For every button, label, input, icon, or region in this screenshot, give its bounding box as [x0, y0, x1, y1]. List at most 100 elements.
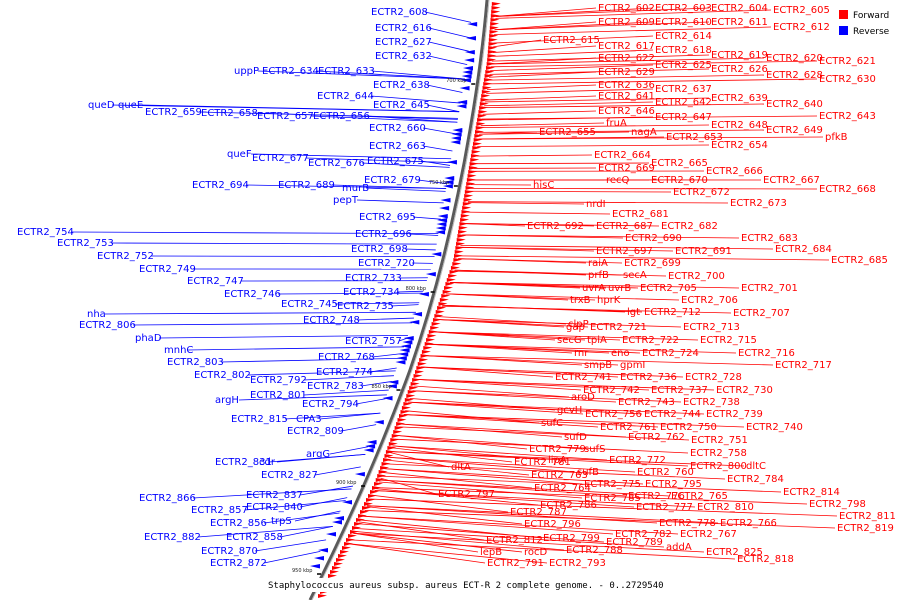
forward-gene-label[interactable]: ECTR2_717: [775, 360, 832, 371]
reverse-gene-label[interactable]: ECTR2_802: [194, 370, 251, 381]
forward-gene-label[interactable]: ECTR2_800: [690, 461, 747, 472]
forward-gene-label[interactable]: recQ: [606, 175, 630, 186]
forward-gene-label[interactable]: ECTR2_614: [655, 31, 712, 42]
forward-gene-label[interactable]: ECTR2_787: [510, 507, 567, 518]
reverse-gene-label[interactable]: ECTR2_806: [79, 320, 136, 331]
forward-gene-label[interactable]: ECTR2_742: [583, 385, 640, 396]
forward-gene-label[interactable]: ECTR2_664: [594, 150, 651, 161]
forward-gene-label[interactable]: ECTR2_619: [711, 50, 768, 61]
reverse-gene-label[interactable]: trpS: [271, 516, 292, 527]
forward-gene-label[interactable]: trxB: [570, 295, 591, 306]
forward-gene-label[interactable]: ECTR2_672: [673, 187, 730, 198]
forward-gene-label[interactable]: ECTR2_687: [596, 221, 653, 232]
forward-gene-label[interactable]: ECTR2_758: [690, 448, 747, 459]
reverse-gene-label[interactable]: ECTR2_815: [231, 414, 288, 425]
reverse-gene-label[interactable]: ECTR2_748: [303, 315, 360, 326]
forward-gene-label[interactable]: ECTR2_795: [645, 479, 702, 490]
forward-gene-label[interactable]: ECTR2_673: [730, 198, 787, 209]
reverse-gene-label[interactable]: ECTR2_734: [343, 287, 400, 298]
forward-gene-label[interactable]: ECTR2_628: [766, 70, 823, 81]
forward-gene-label[interactable]: ECTR2_737: [651, 385, 708, 396]
forward-gene-label[interactable]: ECTR2_739: [706, 409, 763, 420]
forward-gene-label[interactable]: ECTR2_788: [566, 545, 623, 556]
forward-gene-label[interactable]: ECTR2_665: [651, 158, 708, 169]
forward-gene-label[interactable]: ECTR2_649: [766, 125, 823, 136]
forward-gene-label[interactable]: ECTR2_612: [773, 22, 830, 33]
reverse-gene-label[interactable]: ECTR2_757: [345, 336, 402, 347]
forward-gene-label[interactable]: sufD: [564, 432, 587, 443]
reverse-gene-label[interactable]: ECTR2_677: [252, 153, 309, 164]
forward-gene-label[interactable]: ECTR2_772: [609, 455, 666, 466]
forward-gene-label[interactable]: ECTR2_779: [529, 444, 586, 455]
forward-gene-label[interactable]: ECTR2_646: [598, 106, 655, 117]
reverse-gene-label[interactable]: ECTR2_870: [201, 546, 258, 557]
reverse-gene-label[interactable]: ECTR2_608: [371, 7, 428, 18]
reverse-gene-label[interactable]: queD: [88, 100, 115, 111]
reverse-gene-label[interactable]: ECTR2_747: [187, 276, 244, 287]
forward-gene-label[interactable]: ECTR2_705: [640, 283, 697, 294]
reverse-gene-label[interactable]: pepT: [333, 195, 359, 206]
forward-gene-label[interactable]: ECTR2_707: [733, 308, 790, 319]
reverse-gene-label[interactable]: ECTR2_827: [261, 470, 318, 481]
forward-gene-label[interactable]: ECTR2_636: [598, 80, 655, 91]
reverse-gene-label[interactable]: ECTR2_882: [144, 532, 201, 543]
forward-gene-label[interactable]: ECTR2_654: [711, 140, 768, 151]
forward-gene-label[interactable]: ECTR2_721: [590, 322, 647, 333]
forward-gene-label[interactable]: ECTR2_604: [711, 3, 768, 14]
forward-gene-label[interactable]: ECTR2_728: [685, 372, 742, 383]
forward-gene-label[interactable]: ECTR2_785: [584, 493, 641, 504]
reverse-gene-label[interactable]: ECTR2_616: [375, 23, 432, 34]
forward-gene-label[interactable]: lgt: [627, 307, 640, 318]
forward-gene-label[interactable]: ECTR2_796: [524, 519, 581, 530]
reverse-gene-label[interactable]: queE: [118, 100, 143, 111]
forward-gene-label[interactable]: ECTR2_784: [727, 474, 784, 485]
forward-gene-label[interactable]: ECTR2_625: [655, 60, 712, 71]
forward-gene-label[interactable]: ECTR2_653: [666, 132, 723, 143]
forward-gene-label[interactable]: ECTR2_750: [660, 422, 717, 433]
forward-gene-label[interactable]: ECTR2_618: [655, 45, 712, 56]
forward-gene-label[interactable]: ECTR2_647: [655, 112, 712, 123]
forward-gene-label[interactable]: ECTR2_690: [625, 233, 682, 244]
forward-gene-label[interactable]: ECTR2_615: [543, 35, 600, 46]
reverse-gene-label[interactable]: ECTR2_809: [287, 426, 344, 437]
forward-gene-label[interactable]: ECTR2_793: [549, 558, 606, 569]
forward-gene-label[interactable]: ECTR2_648: [711, 120, 768, 131]
forward-gene-label[interactable]: ECTR2_620: [766, 53, 823, 64]
reverse-gene-label[interactable]: ECTR2_656: [313, 111, 370, 122]
forward-gene-label[interactable]: ECTR2_642: [655, 97, 712, 108]
forward-gene-label[interactable]: ECTR2_811: [839, 511, 896, 522]
forward-gene-label[interactable]: ECTR2_724: [642, 348, 699, 359]
forward-gene-label[interactable]: ECTR2_765: [671, 491, 728, 502]
reverse-gene-label[interactable]: cdr: [259, 457, 276, 468]
forward-gene-label[interactable]: ECTR2_609: [598, 17, 655, 28]
reverse-gene-label[interactable]: ECTR2_858: [226, 532, 283, 543]
forward-gene-label[interactable]: eno: [611, 348, 630, 359]
forward-gene-label[interactable]: ECTR2_789: [606, 537, 663, 548]
forward-gene-label[interactable]: ECTR2_818: [737, 554, 794, 565]
forward-gene-label[interactable]: ECTR2_667: [763, 175, 820, 186]
forward-gene-label[interactable]: ECTR2_603: [655, 3, 712, 14]
forward-gene-label[interactable]: sufB: [577, 467, 599, 478]
forward-gene-label[interactable]: ECTR2_766: [720, 518, 777, 529]
forward-gene-label[interactable]: clpP: [568, 319, 589, 330]
forward-gene-label[interactable]: ECTR2_640: [766, 99, 823, 110]
forward-gene-label[interactable]: ECTR2_683: [741, 233, 798, 244]
forward-gene-label[interactable]: ECTR2_782: [615, 529, 672, 540]
reverse-gene-label[interactable]: CPA3: [296, 414, 322, 425]
reverse-gene-label[interactable]: ECTR2_733: [345, 273, 402, 284]
forward-gene-label[interactable]: uvrB: [608, 283, 631, 294]
forward-gene-label[interactable]: ECTR2_630: [819, 74, 876, 85]
forward-gene-label[interactable]: ECTR2_740: [746, 422, 803, 433]
forward-gene-label[interactable]: ECTR2_819: [837, 523, 894, 534]
reverse-gene-label[interactable]: ECTR2_872: [210, 558, 267, 569]
reverse-gene-label[interactable]: ECTR2_866: [139, 493, 196, 504]
forward-gene-label[interactable]: ECTR2_778: [659, 518, 716, 529]
forward-gene-label[interactable]: ECTR2_699: [624, 258, 681, 269]
forward-gene-label[interactable]: ECTR2_626: [711, 64, 768, 75]
forward-gene-label[interactable]: ECTR2_637: [655, 84, 712, 95]
forward-gene-label[interactable]: rnr: [574, 348, 589, 359]
forward-gene-label[interactable]: ECTR2_666: [706, 166, 763, 177]
reverse-gene-label[interactable]: ECTR2_660: [369, 123, 426, 134]
reverse-gene-label[interactable]: ECTR2_745: [281, 299, 338, 310]
reverse-gene-label[interactable]: ECTR2_633: [318, 66, 375, 77]
